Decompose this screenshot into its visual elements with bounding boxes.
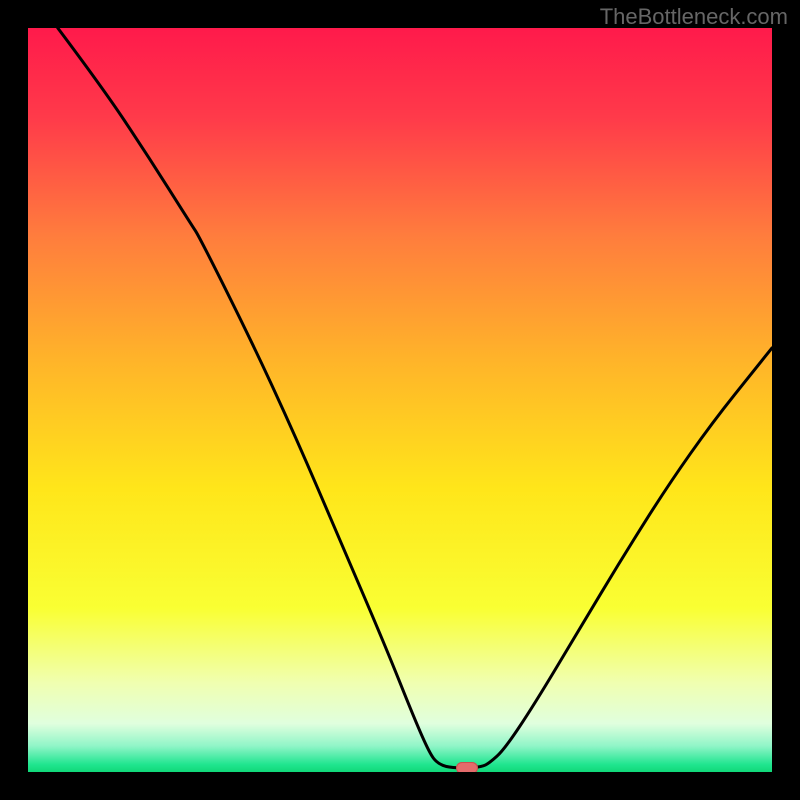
optimum-marker	[456, 762, 478, 772]
curve-path	[58, 28, 772, 768]
chart-frame: TheBottleneck.com	[0, 0, 800, 800]
watermark-text: TheBottleneck.com	[600, 4, 788, 30]
plot-area	[28, 28, 772, 772]
bottleneck-curve	[28, 28, 772, 772]
